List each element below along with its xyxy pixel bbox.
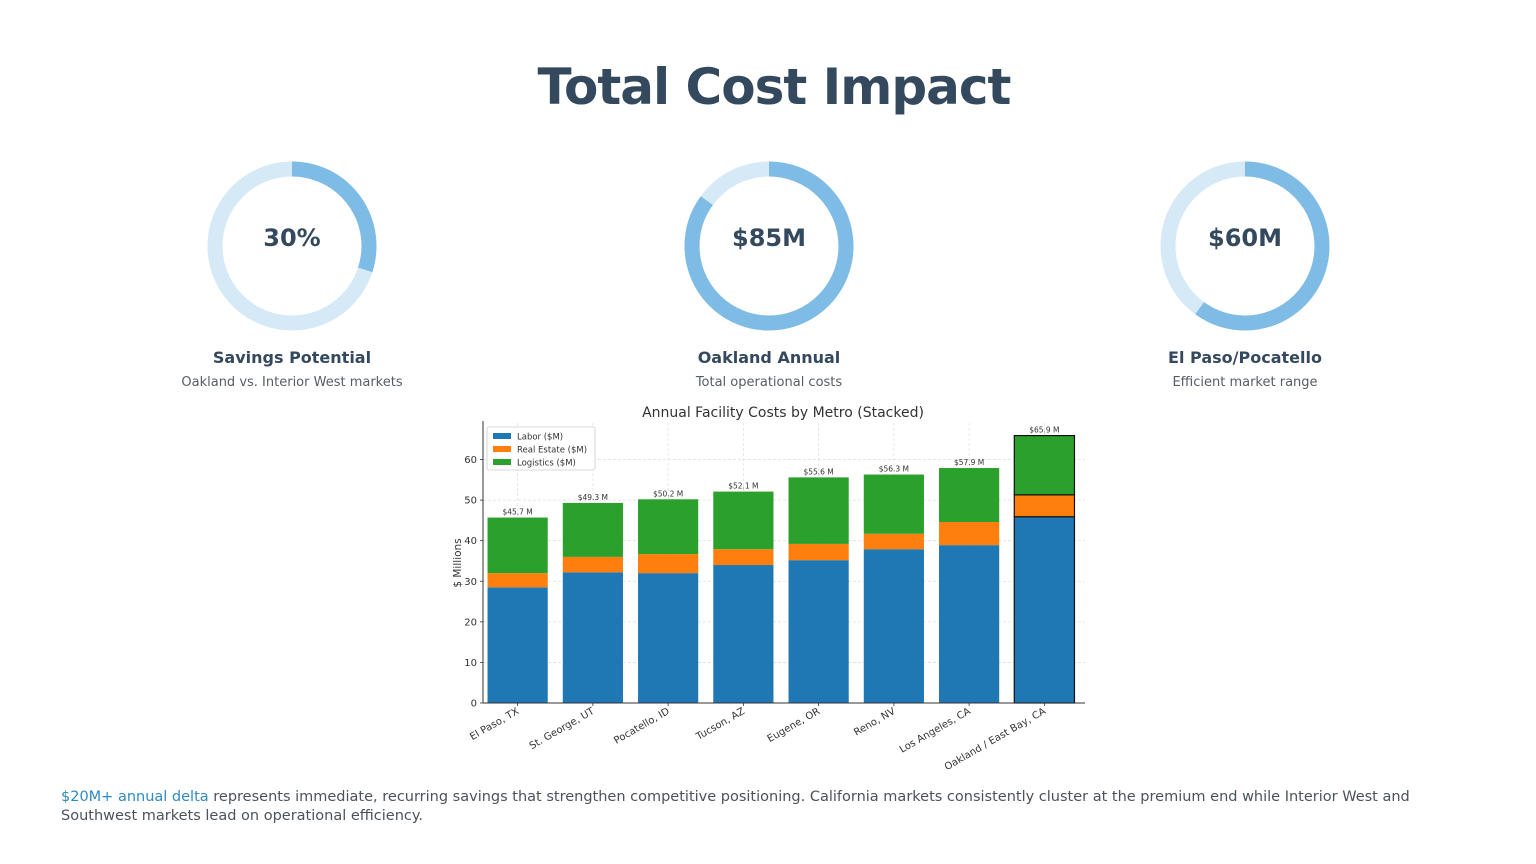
ring-fill: [684, 161, 854, 331]
y-axis-label: $ Millions: [452, 538, 464, 587]
x-tick-label: Tucson, AZ: [694, 706, 747, 743]
x-tick-label: Pocatello, ID: [612, 706, 672, 747]
kpi-label: Savings Potential: [212, 348, 372, 367]
bar-segment-logistics: [788, 477, 849, 544]
footer-summary: $20M+ annual delta represents immediate,…: [61, 788, 1461, 826]
bar-total-label: $50.2 M: [653, 489, 683, 498]
legend-box: [486, 426, 596, 471]
chart-svg: Annual Facility Costs by Metro (Stacked)…: [452, 405, 1085, 773]
y-tick-label: 20: [464, 617, 477, 628]
bar-segment-logistics: [562, 502, 623, 557]
footer-text: represents immediate, recurring savings …: [61, 789, 1410, 824]
bar-segment-real: [638, 554, 699, 574]
bar-total-label: $65.9 M: [1029, 426, 1059, 435]
progress-ring: [207, 161, 377, 331]
bar-total-label: $45.7 M: [502, 508, 532, 517]
kpi-value: $60M: [1208, 224, 1282, 252]
bar-segment-logistics: [863, 474, 924, 534]
page-title: Total Cost Impact: [537, 58, 1012, 116]
legend-swatch: [493, 446, 511, 452]
bar-total-label: $56.3 M: [879, 465, 909, 474]
kpi-subtitle: Oakland vs. Interior West markets: [181, 375, 403, 390]
y-tick-label: 40: [464, 536, 477, 547]
bar-segment-labor: [638, 573, 699, 703]
bar-segment-labor: [939, 545, 1000, 703]
kpi-subtitle: Efficient market range: [1172, 375, 1318, 390]
chart-title: Annual Facility Costs by Metro (Stacked): [642, 405, 924, 421]
bar-segment-labor: [562, 572, 623, 703]
bar-total-label: $55.6 M: [803, 467, 833, 476]
y-tick-label: 50: [464, 496, 477, 507]
bar-segment-real: [939, 522, 1000, 546]
ring-fill: [207, 161, 377, 331]
footer-highlight: $20M+ annual delta: [61, 789, 209, 805]
bar-segment-logistics: [1013, 434, 1076, 496]
ring-fill: [1160, 161, 1330, 331]
y-tick-label: 60: [464, 455, 477, 466]
y-tick-label: 0: [471, 699, 477, 710]
x-tick-label: Los Angeles, CA: [898, 706, 973, 756]
bar-segment-real: [788, 543, 849, 561]
y-tick-label: 10: [464, 658, 477, 669]
bar-segment-labor: [1013, 516, 1076, 704]
legend-label: Logistics ($M): [517, 459, 576, 469]
progress-ring: [684, 161, 854, 331]
bar-segment-labor: [863, 549, 924, 703]
kpi-el-paso-pocatello: $60M El Paso/Pocatello Efficient market …: [1095, 156, 1395, 390]
bar-total-label: $57.9 M: [954, 458, 984, 467]
x-tick-label: Reno, NV: [852, 706, 897, 738]
bar-segment-labor: [713, 565, 774, 703]
bar-segment-logistics: [939, 468, 1000, 523]
kpi-oakland-annual: $85M Oakland Annual Total operational co…: [619, 156, 919, 390]
bar-segment-real: [1013, 494, 1076, 518]
legend-swatch: [493, 459, 511, 465]
x-tick-label: Eugene, OR: [766, 706, 822, 745]
bar-segment-labor: [487, 587, 548, 703]
bar-total-label: $52.1 M: [728, 482, 758, 491]
bar-total-label: $49.3 M: [578, 493, 608, 502]
kpi-savings-potential: 30% Savings Potential Oakland vs. Interi…: [142, 156, 442, 390]
bar-segment-real: [562, 556, 623, 573]
x-tick-label: St. George, UT: [528, 706, 597, 752]
bar-segment-logistics: [638, 499, 699, 555]
legend-swatch: [493, 433, 511, 439]
bar-segment-labor: [788, 560, 849, 703]
bar-segment-real: [487, 573, 548, 588]
kpi-value: $85M: [732, 224, 806, 252]
progress-ring: [1160, 161, 1330, 331]
bar-segment-real: [863, 533, 924, 550]
bar-segment-logistics: [713, 491, 774, 550]
kpi-label: Oakland Annual: [697, 348, 841, 367]
kpi-value: 30%: [263, 224, 321, 252]
kpi-label: El Paso/Pocatello: [1168, 348, 1322, 367]
bar-segment-logistics: [487, 517, 548, 574]
legend-label: Real Estate ($M): [517, 446, 587, 456]
bar-segment-real: [713, 549, 774, 566]
stacked-bar-chart: Annual Facility Costs by Metro (Stacked)…: [430, 398, 1110, 788]
y-tick-label: 30: [464, 577, 477, 588]
kpi-subtitle: Total operational costs: [695, 375, 843, 390]
legend-label: Labor ($M): [517, 433, 563, 443]
x-tick-label: El Paso, TX: [468, 706, 521, 743]
